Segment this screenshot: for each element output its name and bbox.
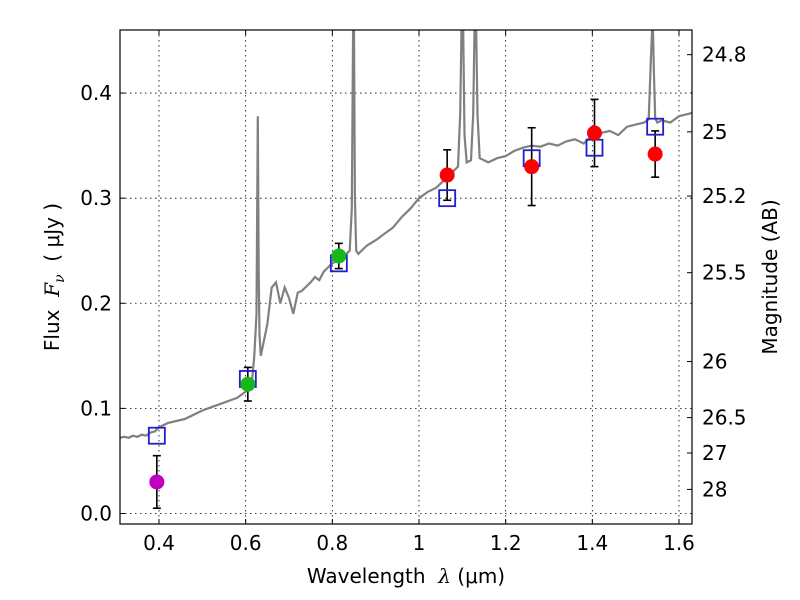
observed-photometry-point [587,125,602,141]
magnitude-tick-label: 24.8 [702,43,747,67]
error-bars [152,98,660,510]
model-photometry-squares [147,117,665,445]
y-tick-label: 0.2 [80,291,112,315]
axis-ticks [120,30,692,524]
x-tick-label: 1.4 [576,531,608,555]
model-photometry-square [147,426,166,445]
plot-data [120,30,692,510]
x-tick-label: 0.8 [316,531,348,555]
grid [120,30,692,524]
observed-photometry-point [149,474,165,490]
x-tick-label: 1.2 [490,531,522,555]
x-axis-title: Wavelength λ (μm) [307,564,505,588]
observed-photometry-point [524,159,540,175]
x-tick-label: 1.6 [663,531,695,555]
observed-photometry-point [240,376,256,392]
model-photometry-square [438,189,457,208]
tick-labels: 0.4 0.6 0.8 1 1.2 1.4 1.6 0.0 0.1 0.2 0.3 0.4 24.8 25… [80,43,746,555]
y-tick-label: 0.3 [80,186,112,210]
magnitude-tick-label: 25.2 [702,184,747,208]
y-axis-title: Flux Fν ( μJy ) [40,203,68,351]
observed-photometry-circles [149,125,663,490]
magnitude-tick-label: 26 [702,350,727,374]
x-tick-label: 0.6 [230,531,262,555]
magnitude-tick-label: 25 [702,120,727,144]
x-tick-label: 0.4 [143,531,175,555]
observed-photometry-point [439,167,455,183]
right-axis-title: Magnitude (AB) [758,199,782,354]
observed-photometry-point [647,146,663,162]
plot-frame [119,29,693,525]
model-photometry-square [646,117,665,136]
magnitude-tick-label: 25.5 [702,261,747,285]
observed-photometry-point [331,248,347,264]
model-spectrum-line [120,30,692,439]
y-tick-label: 0.4 [80,81,112,105]
magnitude-tick-label: 28 [702,477,727,501]
magnitude-tick-label: 27 [702,441,727,465]
y-tick-label: 0.1 [80,396,112,420]
x-tick-label: 1 [413,531,426,555]
magnitude-tick-label: 26.5 [702,406,747,430]
y-tick-label: 0.0 [80,501,112,525]
